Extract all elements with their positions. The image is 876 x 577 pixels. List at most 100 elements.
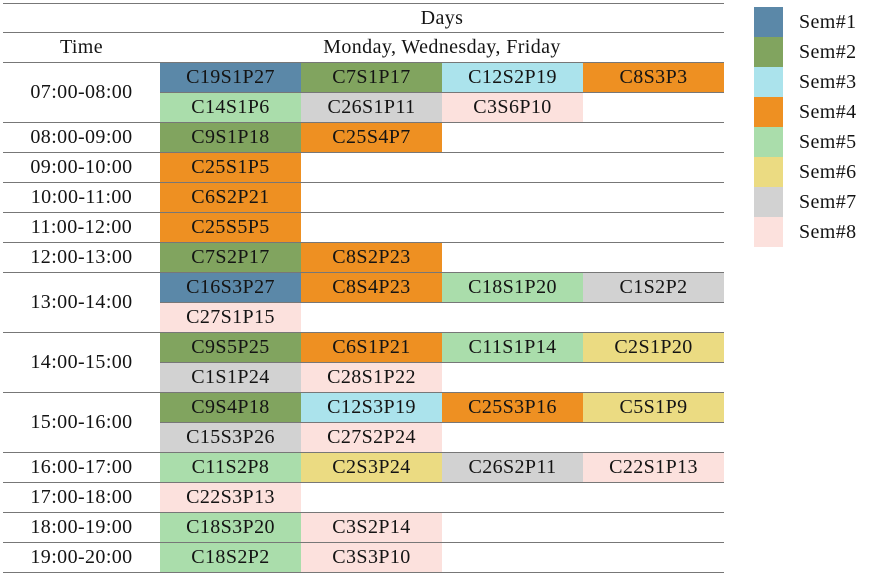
session-cell: C15S3P26	[160, 423, 301, 453]
time-slot-cell: 08:00-09:00	[3, 123, 160, 153]
session-cell: C3S6P10	[442, 93, 583, 123]
empty-cell	[442, 303, 583, 333]
legend-item: Sem#5	[754, 127, 857, 157]
session-cell: C12S2P19	[442, 63, 583, 93]
legend-swatch	[754, 217, 783, 247]
legend-item: Sem#3	[754, 67, 857, 97]
legend-item: Sem#7	[754, 187, 857, 217]
session-cell: C9S5P25	[160, 333, 301, 363]
session-cell: C25S5P5	[160, 213, 301, 243]
session-cell: C25S3P16	[442, 393, 583, 423]
time-slot-cell: 07:00-08:00	[3, 63, 160, 123]
empty-cell	[442, 123, 583, 153]
legend-label: Sem#7	[799, 191, 857, 213]
empty-cell	[583, 363, 725, 393]
legend-swatch	[754, 7, 783, 37]
session-cell: C5S1P9	[583, 393, 725, 423]
days-header-cell: Days	[160, 3, 725, 33]
time-slot-cell: 10:00-11:00	[3, 183, 160, 213]
empty-cell	[583, 513, 725, 543]
empty-cell	[583, 153, 725, 183]
empty-cell	[301, 483, 442, 513]
empty-cell	[583, 123, 725, 153]
empty-cell	[442, 243, 583, 273]
legend-label: Sem#6	[799, 161, 857, 183]
corner-cell	[3, 3, 160, 33]
legend-label: Sem#5	[799, 131, 857, 153]
empty-cell	[301, 153, 442, 183]
legend-swatch	[754, 127, 783, 157]
empty-cell	[583, 303, 725, 333]
empty-cell	[301, 213, 442, 243]
empty-cell	[583, 183, 725, 213]
empty-cell	[442, 543, 583, 573]
session-cell: C26S1P11	[301, 93, 442, 123]
empty-cell	[442, 483, 583, 513]
session-cell: C26S2P11	[442, 453, 583, 483]
legend-item: Sem#6	[754, 157, 857, 187]
legend: Sem#1 Sem#2 Sem#3 Sem#4 Sem#5 Sem#6 Sem#7 Sem#8	[754, 7, 857, 247]
session-cell: C27S1P15	[160, 303, 301, 333]
session-cell: C18S3P20	[160, 513, 301, 543]
session-cell: C7S2P17	[160, 243, 301, 273]
time-slot-cell: 13:00-14:00	[3, 273, 160, 333]
schedule-table: Days Time Monday, Wednesday, Friday 07:0…	[3, 3, 725, 573]
empty-cell	[583, 543, 725, 573]
session-cell: C25S1P5	[160, 153, 301, 183]
empty-cell	[442, 423, 583, 453]
time-slot-cell: 19:00-20:00	[3, 543, 160, 573]
legend-swatch	[754, 97, 783, 127]
session-cell: C11S2P8	[160, 453, 301, 483]
legend-item: Sem#1	[754, 7, 857, 37]
time-slot-cell: 11:00-12:00	[3, 213, 160, 243]
session-cell: C25S4P7	[301, 123, 442, 153]
session-cell: C11S1P14	[442, 333, 583, 363]
empty-cell	[583, 423, 725, 453]
session-cell: C14S1P6	[160, 93, 301, 123]
legend-item: Sem#8	[754, 217, 857, 247]
empty-cell	[583, 243, 725, 273]
session-cell: C7S1P17	[301, 63, 442, 93]
session-cell: C3S2P14	[301, 513, 442, 543]
session-cell: C27S2P24	[301, 423, 442, 453]
time-slot-cell: 17:00-18:00	[3, 483, 160, 513]
empty-cell	[442, 153, 583, 183]
session-cell: C8S2P23	[301, 243, 442, 273]
session-cell: C9S4P18	[160, 393, 301, 423]
empty-cell	[442, 213, 583, 243]
session-cell: C22S1P13	[583, 453, 725, 483]
empty-cell	[583, 483, 725, 513]
session-cell: C22S3P13	[160, 483, 301, 513]
session-cell: C3S3P10	[301, 543, 442, 573]
empty-cell	[442, 183, 583, 213]
session-cell: C16S3P27	[160, 273, 301, 303]
legend-label: Sem#4	[799, 101, 857, 123]
time-slot-cell: 12:00-13:00	[3, 243, 160, 273]
session-cell: C6S1P21	[301, 333, 442, 363]
empty-cell	[583, 93, 725, 123]
legend-label: Sem#2	[799, 41, 857, 63]
empty-cell	[301, 183, 442, 213]
session-cell: C1S1P24	[160, 363, 301, 393]
legend-label: Sem#1	[799, 11, 857, 33]
time-header-cell: Time	[3, 33, 160, 63]
session-cell: C1S2P2	[583, 273, 725, 303]
weekdays-header-cell: Monday, Wednesday, Friday	[160, 33, 725, 63]
session-cell: C18S1P20	[442, 273, 583, 303]
empty-cell	[442, 363, 583, 393]
time-slot-cell: 18:00-19:00	[3, 513, 160, 543]
time-slot-cell: 14:00-15:00	[3, 333, 160, 393]
legend-item: Sem#2	[754, 37, 857, 67]
legend-swatch	[754, 157, 783, 187]
session-cell: C18S2P2	[160, 543, 301, 573]
empty-cell	[583, 213, 725, 243]
session-cell: C8S4P23	[301, 273, 442, 303]
session-cell: C2S3P24	[301, 453, 442, 483]
session-cell: C6S2P21	[160, 183, 301, 213]
legend-swatch	[754, 187, 783, 217]
time-slot-cell: 16:00-17:00	[3, 453, 160, 483]
session-cell: C12S3P19	[301, 393, 442, 423]
session-cell: C28S1P22	[301, 363, 442, 393]
session-cell: C2S1P20	[583, 333, 725, 363]
